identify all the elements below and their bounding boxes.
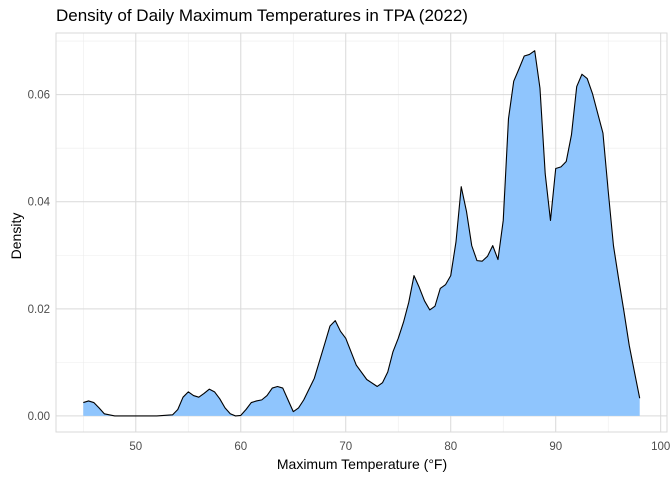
density-area (83, 50, 640, 416)
y-tick-label: 0.04 (28, 197, 51, 209)
y-tick-label: 0.00 (28, 411, 50, 423)
chart-title: Density of Daily Maximum Temperatures in… (56, 6, 468, 25)
x-tick-label: 50 (129, 441, 142, 453)
x-axis-label: Maximum Temperature (°F) (276, 456, 448, 472)
x-tick-label: 80 (444, 441, 457, 453)
plot-panel-border (55, 32, 668, 433)
y-axis-label: Density (8, 212, 24, 260)
x-tick-label: 100 (651, 441, 670, 453)
density-line (83, 50, 641, 417)
y-tick-label: 0.06 (28, 90, 50, 102)
x-tick-label: 90 (549, 441, 562, 453)
y-tick-label: 0.02 (28, 304, 50, 316)
x-tick-label: 70 (339, 441, 352, 453)
x-tick-label: 60 (234, 441, 247, 453)
